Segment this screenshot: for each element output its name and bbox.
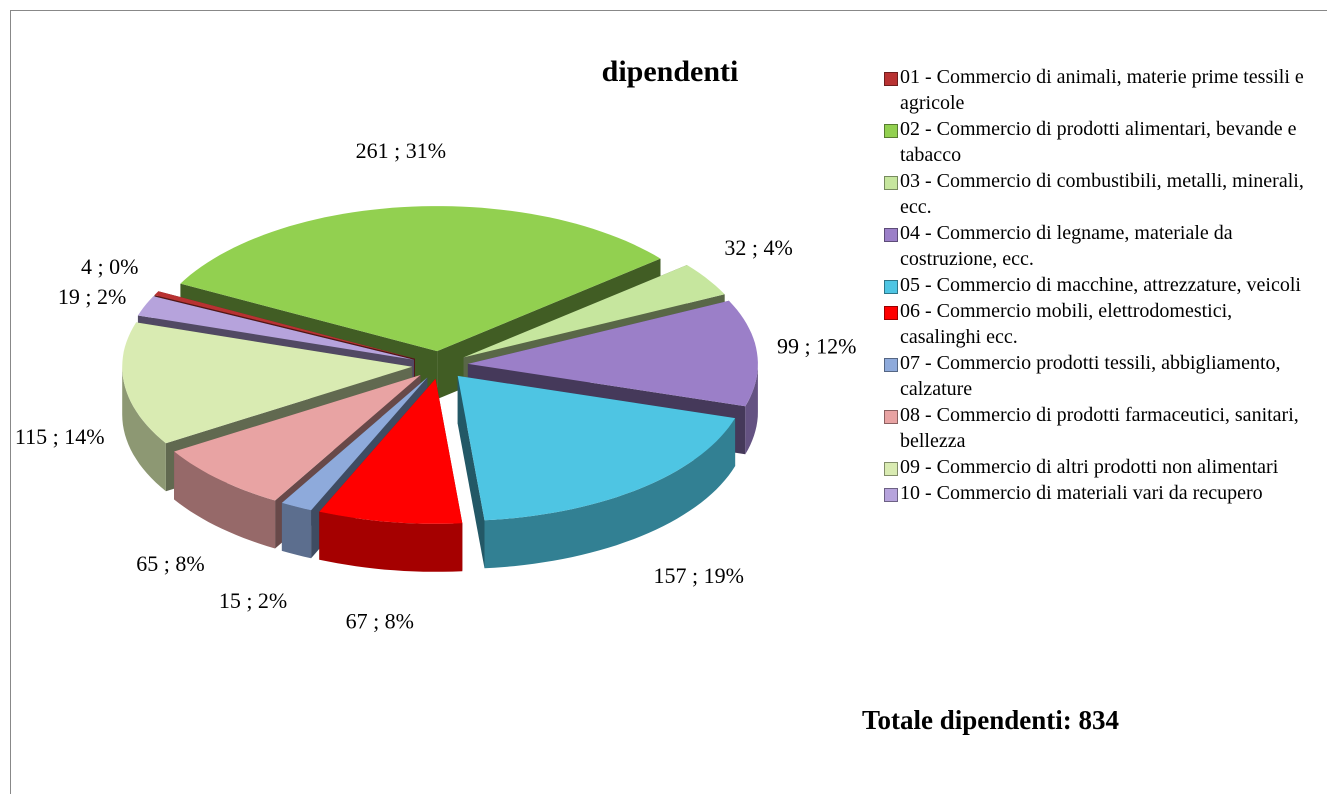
legend-entry: 09 - Commercio di altri prodotti non ali… [884,454,1304,480]
legend-swatch [884,72,898,86]
slice-side [281,502,312,559]
legend-swatch [884,280,898,294]
legend-swatch [884,462,898,476]
data-label: 65 ; 8% [136,551,204,576]
slice-side [174,451,276,549]
data-label: 19 ; 2% [58,284,126,309]
data-label: 67 ; 8% [346,608,414,633]
slice-side [281,377,428,551]
data-label: 261 ; 31% [356,138,446,163]
legend-swatch [884,306,898,320]
legend-label: 10 - Commercio di materiali vari da recu… [900,482,1263,504]
slice [467,300,758,407]
legend-swatch [884,228,898,242]
legend-swatch [884,124,898,138]
total-note: Totale dipendenti: 834 [862,705,1120,735]
data-label: 4 ; 0% [81,254,138,279]
chart-title: dipendenti [602,55,739,88]
slice [174,375,421,501]
slice [281,377,428,511]
slice [457,375,736,569]
slice-side [457,375,485,569]
slice [319,378,463,572]
legend-entry: 02 - Commercio di prodotti alimentari, b… [884,116,1304,168]
legend-entry: 04 - Commercio di legname, materiale da … [884,220,1304,272]
legend-label: 02 - Commercio di prodotti alimentari, b… [900,118,1297,166]
legend-entry: 08 - Commercio di prodotti farmaceutici,… [884,402,1304,454]
slice-side [484,418,736,569]
legend: 01 - Commercio di animali, materie prime… [884,64,1304,506]
legend-label: 06 - Commercio mobili, elettrodomestici,… [900,300,1233,348]
legend-label: 01 - Commercio di animali, materie prime… [900,66,1304,114]
legend-entry: 01 - Commercio di animali, materie prime… [884,64,1304,116]
legend-swatch [884,410,898,424]
legend-swatch [884,176,898,190]
slice [463,265,725,358]
legend-label: 09 - Commercio di altri prodotti non ali… [900,456,1279,478]
legend-entry: 05 - Commercio di macchine, attrezzature… [884,272,1304,298]
data-label: 99 ; 12% [777,334,856,359]
frame [10,10,1327,794]
slice-side [319,511,463,572]
legend-label: 08 - Commercio di prodotti farmaceutici,… [900,404,1299,452]
legend-entry: 07 - Commercio prodotti tessili, abbigli… [884,350,1304,402]
legend-entry: 10 - Commercio di materiali vari da recu… [884,480,1304,506]
data-label: 15 ; 2% [219,588,287,613]
legend-label: 03 - Commercio di combustibili, metalli,… [900,170,1304,218]
data-label: 157 ; 19% [654,563,744,588]
legend-label: 07 - Commercio prodotti tessili, abbigli… [900,352,1281,400]
slice-side [745,363,758,455]
slice [154,291,415,359]
data-label: 32 ; 4% [724,235,792,260]
slice-side [122,366,166,492]
legend-label: 05 - Commercio di macchine, attrezzature… [900,274,1301,296]
data-label: 115 ; 14% [15,424,105,449]
slice [137,296,414,360]
slice [122,322,413,444]
legend-swatch [884,358,898,372]
slice [319,378,463,524]
slice [180,206,661,352]
legend-swatch [884,488,898,502]
slice [457,375,736,521]
legend-entry: 06 - Commercio mobili, elettrodomestici,… [884,298,1304,350]
legend-label: 04 - Commercio di legname, materiale da … [900,222,1233,270]
legend-entry: 03 - Commercio di combustibili, metalli,… [884,168,1304,220]
